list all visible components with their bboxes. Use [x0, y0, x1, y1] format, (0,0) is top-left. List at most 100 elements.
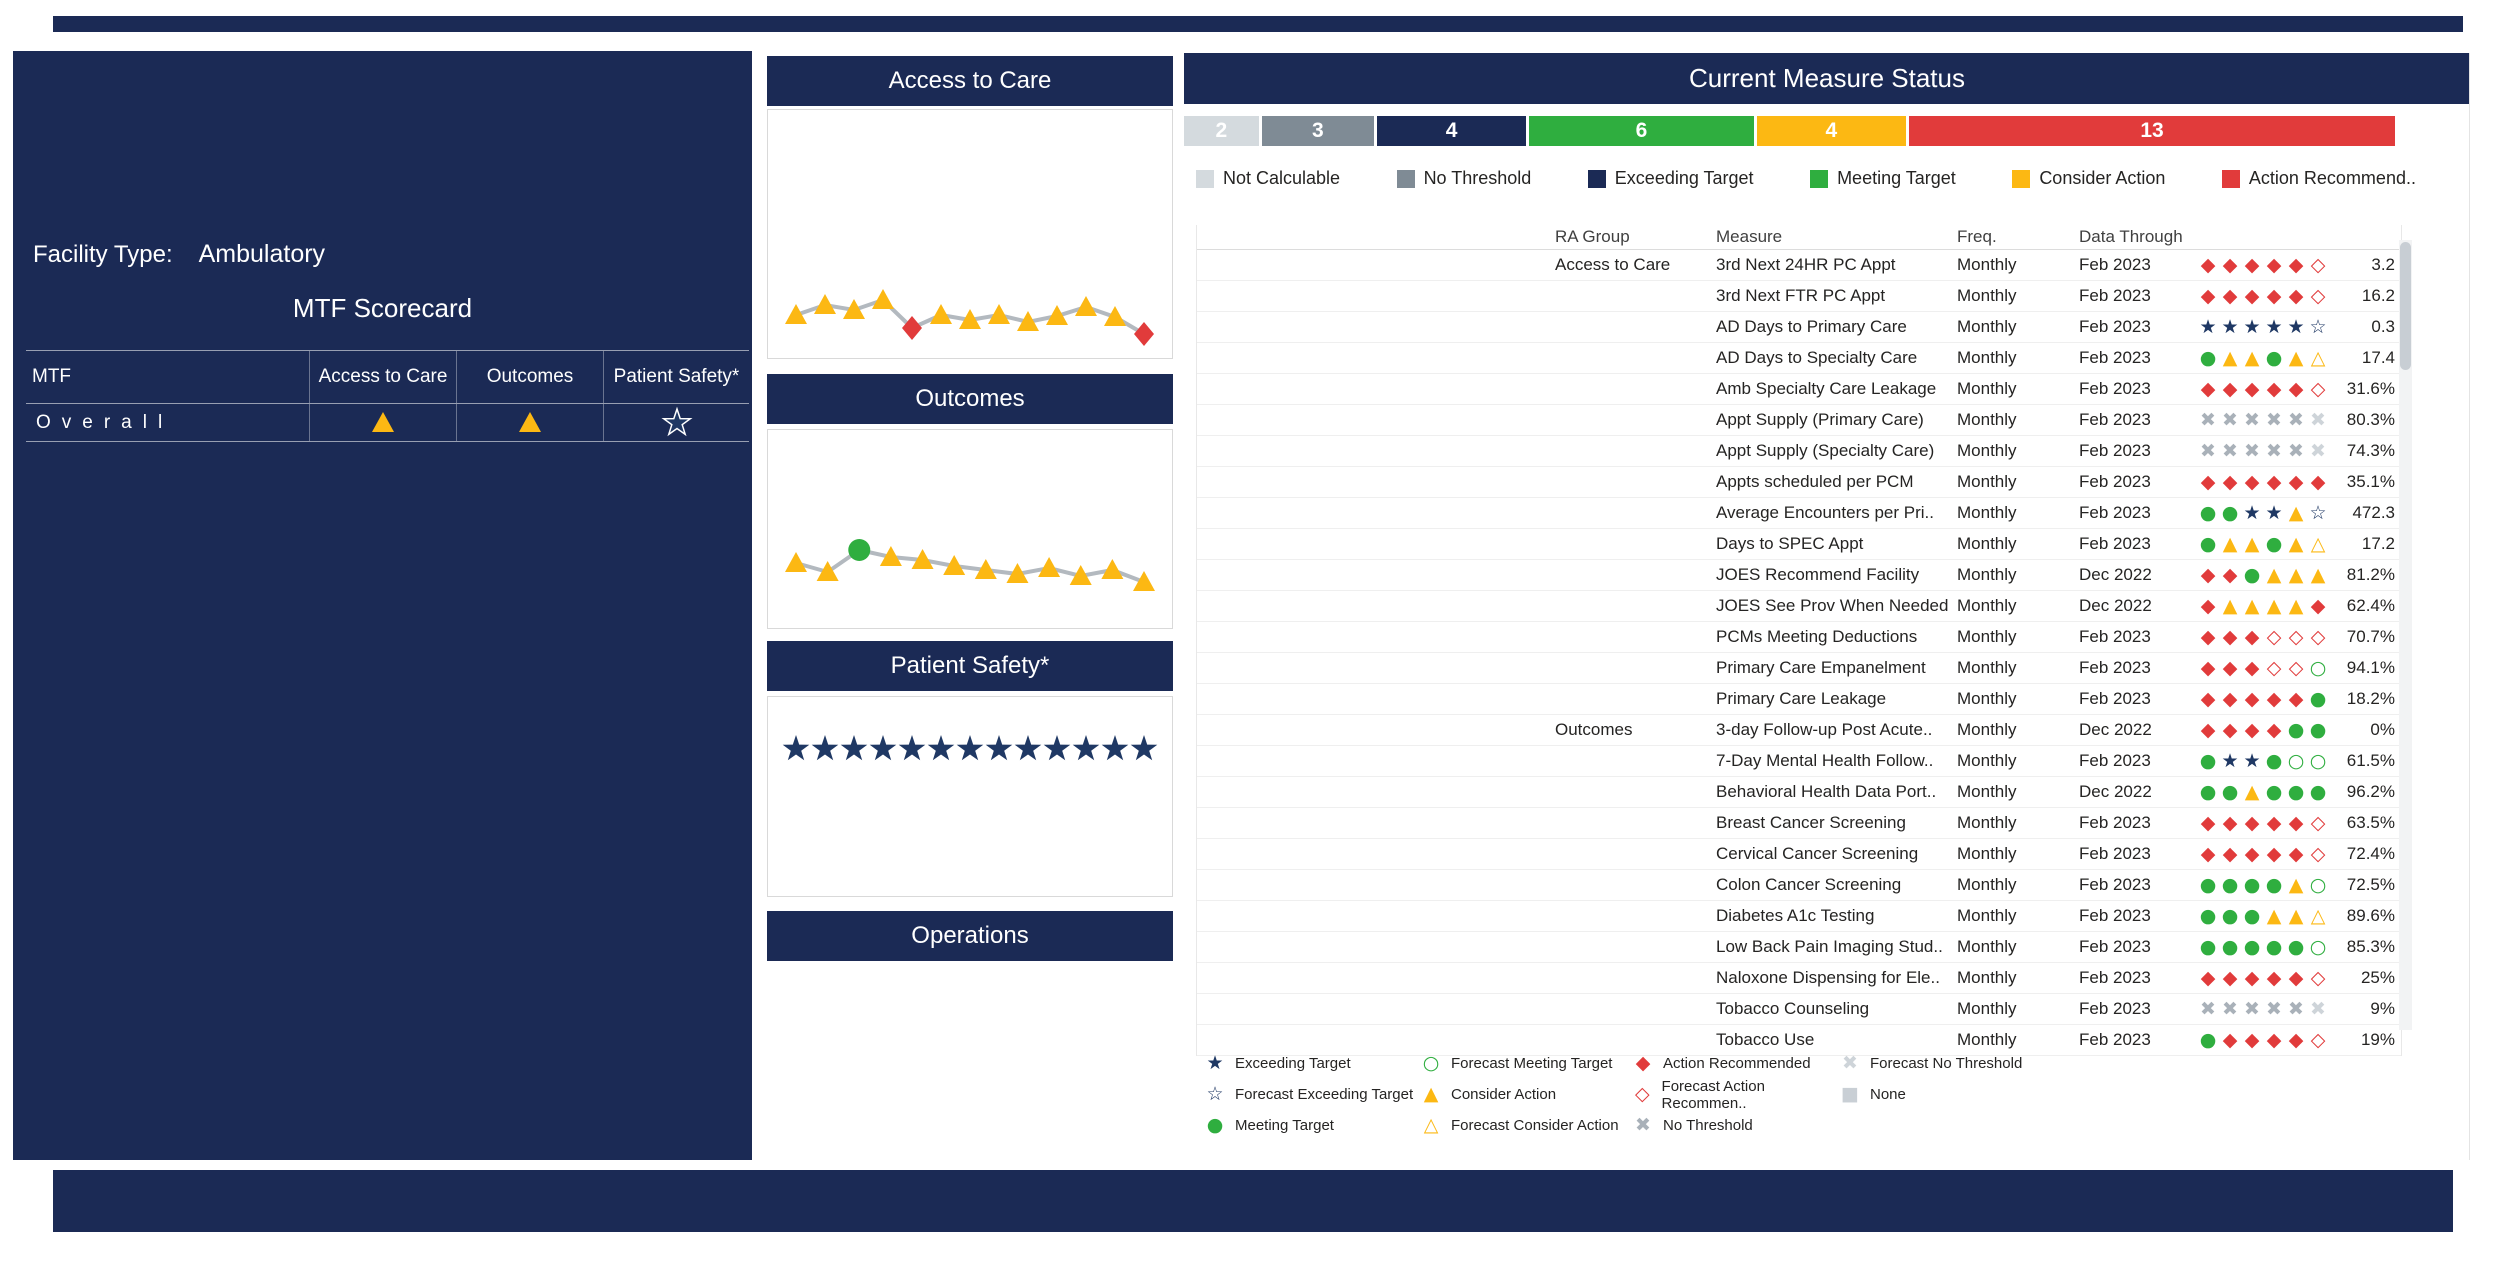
action-recommended-icon — [902, 316, 922, 340]
status-legend-item[interactable]: Meeting Target — [1810, 168, 1956, 189]
cell-freq: Monthly — [1957, 379, 2017, 398]
consider-action-icon — [1038, 557, 1061, 577]
cell-value: 16.2 — [2361, 286, 2395, 305]
icon-legend-item: ✖ No Threshold — [1633, 1110, 1840, 1141]
table-row[interactable]: Amb Specialty Care Leakage Monthly Feb 202… — [1197, 374, 2401, 405]
exceeding-target-icon — [1014, 735, 1042, 761]
table-row[interactable]: Tobacco Counseling Monthly Feb 2023 ✖ ✖ ✖ ✖ ✖ ✖ 9… — [1197, 994, 2401, 1025]
cell-value: 17.4 — [2361, 348, 2395, 367]
cell-value: 96.2% — [2346, 782, 2395, 801]
table-row[interactable]: Tobacco Use Monthly Feb 2023 ● ◆ ◆ ◆ ◆ ◇ 19% — [1197, 1025, 2401, 1056]
table-row[interactable]: Appt Supply (Primary Care) Monthly Feb 202… — [1197, 405, 2401, 436]
cell-ra-group: Outcomes — [1555, 720, 1633, 739]
table-row[interactable]: Appt Supply (Specialty Care) Monthly Feb 2… — [1197, 436, 2401, 467]
status-bar-segment-action-recommended[interactable]: 13 — [1909, 116, 2395, 146]
icon-legend-label: Forecast No Threshold — [1870, 1055, 2023, 1072]
icon-legend-item: ★ Exceeding Target — [1205, 1048, 1421, 1079]
forecast-meeting-target-icon: ○ — [1422, 1052, 1440, 1074]
forecast-meeting-target-icon: ○ — [2309, 658, 2327, 678]
action-recommended-icon: ◆ — [2288, 813, 2304, 833]
table-row[interactable]: Days to SPEC Appt Monthly Feb 2023 ● ▲ ▲ ● ▲ △ 17… — [1197, 529, 2401, 560]
no-threshold-icon: ✖ — [2288, 410, 2304, 430]
status-legend-item[interactable]: Exceeding Target — [1587, 168, 1754, 189]
table-row[interactable]: Access to Care 3rd Next 24HR PC Appt Month… — [1197, 250, 2401, 281]
consider-action-icon — [785, 552, 807, 572]
consider-action-icon — [1101, 559, 1124, 579]
table-row[interactable]: Low Back Pain Imaging Stud.. Monthly Feb 2… — [1197, 932, 2401, 963]
status-legend-item[interactable]: Not Calculable — [1196, 168, 1340, 189]
consider-action-icon — [911, 549, 934, 569]
table-row[interactable]: AD Days to Primary Care Monthly Feb 2023 ★ ★… — [1197, 312, 2401, 343]
table-row[interactable]: JOES See Prov When Needed Monthly Dec 2022… — [1197, 591, 2401, 622]
trend-charts-column: Access to Care Outcomes Patient Safety* … — [767, 0, 1173, 1266]
status-legend-item[interactable]: Action Recommend.. — [2221, 168, 2416, 189]
no-threshold-icon: ✖ — [2244, 410, 2260, 430]
table-row[interactable]: Colon Cancer Screening Monthly Feb 2023 ● ● ●… — [1197, 870, 2401, 901]
table-scrollbar[interactable] — [2399, 240, 2412, 1030]
legend-label: Not Calculable — [1223, 168, 1341, 188]
icon-legend-item: ☆ Forecast Exceeding Target — [1205, 1079, 1421, 1110]
consider-action-icon: ▲ — [2288, 565, 2304, 585]
status-bar-segment-not-calculable[interactable]: 2 — [1184, 116, 1259, 146]
cell-freq: Monthly — [1957, 968, 2017, 987]
facility-type-value[interactable]: Ambulatory — [198, 240, 326, 268]
cell-freq: Monthly — [1957, 534, 2017, 553]
meeting-target-icon: ● — [2265, 875, 2283, 895]
consider-action-icon — [843, 299, 865, 319]
action-recommended-icon: ◆ — [2200, 596, 2216, 616]
action-recommended-icon: ◆ — [2266, 1030, 2282, 1050]
consider-action-icon — [879, 546, 902, 566]
cell-measure: 7-Day Mental Health Follow.. — [1716, 751, 1934, 770]
status-bar-segment-exceeding-target[interactable]: 4 — [1376, 116, 1527, 146]
table-row[interactable]: Appts scheduled per PCM Monthly Feb 2023 ◆ ◆… — [1197, 467, 2401, 498]
exceeding-target-icon — [1101, 735, 1129, 761]
sparkline-access-to-care[interactable] — [767, 109, 1173, 359]
forecast-no-threshold-icon: ✖ — [1842, 1052, 1858, 1074]
consider-action-icon: ▲ — [2244, 348, 2260, 368]
table-row[interactable]: Diabetes A1c Testing Monthly Feb 2023 ● ● ● ▲ ▲… — [1197, 901, 2401, 932]
forecast-action-recommended-icon: ◇ — [1634, 1083, 1650, 1105]
action-recommended-icon: ◆ — [2288, 255, 2304, 275]
table-row[interactable]: 7-Day Mental Health Follow.. Monthly Feb 2… — [1197, 746, 2401, 777]
scorecard-table: MTF Access to Care Outcomes Patient Safe… — [26, 350, 749, 442]
table-row[interactable]: Primary Care Empanelment Monthly Feb 2023 ◆… — [1197, 653, 2401, 684]
legend-label: Consider Action — [2039, 168, 2166, 188]
scrollbar-thumb[interactable] — [2400, 242, 2411, 370]
table-row[interactable]: Breast Cancer Screening Monthly Feb 2023 ◆ ◆… — [1197, 808, 2401, 839]
legend-label: Action Recommend.. — [2248, 168, 2416, 188]
exceeding-target-icon: ★ — [2221, 751, 2239, 771]
table-row[interactable]: Behavioral Health Data Port.. Monthly Dec … — [1197, 777, 2401, 808]
cell-status-history: ◆ ▲ ▲ ▲ ▲ ◆ — [2197, 597, 2335, 616]
cell-data-through: Feb 2023 — [2079, 255, 2151, 274]
action-recommended-icon: ◆ — [2266, 968, 2282, 988]
meeting-target-icon: ● — [2199, 1030, 2217, 1050]
table-row[interactable]: JOES Recommend Facility Monthly Dec 2022 ◆ ◆… — [1197, 560, 2401, 591]
cell-data-through: Feb 2023 — [2079, 906, 2151, 925]
table-row[interactable]: Primary Care Leakage Monthly Feb 2023 ◆ ◆ ◆ ◆ ◆… — [1197, 684, 2401, 715]
sparkline-patient-safety[interactable] — [767, 696, 1173, 897]
table-row[interactable]: Naloxone Dispensing for Ele.. Monthly Feb … — [1197, 963, 2401, 994]
status-bar-segment-no-threshold[interactable]: 3 — [1261, 116, 1374, 146]
table-row[interactable]: Cervical Cancer Screening Monthly Feb 2023… — [1197, 839, 2401, 870]
status-bar-segment-consider-action[interactable]: 4 — [1756, 116, 1907, 146]
no-threshold-icon: ✖ — [2222, 999, 2238, 1019]
table-row[interactable]: Average Encounters per Pri.. Monthly Feb 2… — [1197, 498, 2401, 529]
table-row[interactable]: 3rd Next FTR PC Appt Monthly Feb 2023 ◆ ◆ ◆ ◆ ◆… — [1197, 281, 2401, 312]
action-recommended-icon: ◆ — [2222, 720, 2238, 740]
status-legend-item[interactable]: Consider Action — [2012, 168, 2165, 189]
sparkline-outcomes[interactable] — [767, 429, 1173, 629]
scorecard-overall-row[interactable]: Overall — [26, 404, 749, 442]
table-row[interactable]: Outcomes 3-day Follow-up Post Acute.. Mont… — [1197, 715, 2401, 746]
cell-data-through: Feb 2023 — [2079, 689, 2151, 708]
measure-table-rows: Access to Care 3rd Next 24HR PC Appt Month… — [1197, 250, 2401, 1056]
no-threshold-icon: ✖ — [2266, 441, 2282, 461]
forecast-action-recommended-icon: ◇ — [2310, 1030, 2326, 1050]
forecast-action-recommended-icon: ◇ — [2288, 627, 2304, 647]
cell-status-history: ◆ ◆ ◆ ◆ ◆ ◇ — [2197, 814, 2335, 833]
table-row[interactable]: PCMs Meeting Deductions Monthly Feb 2023 ◆ ◆… — [1197, 622, 2401, 653]
icon-legend-item: ● Meeting Target — [1205, 1110, 1421, 1141]
status-bar-segment-meeting-target[interactable]: 6 — [1529, 116, 1754, 146]
cell-measure: Amb Specialty Care Leakage — [1716, 379, 1937, 398]
status-legend-item[interactable]: No Threshold — [1396, 168, 1531, 189]
table-row[interactable]: AD Days to Specialty Care Monthly Feb 2023… — [1197, 343, 2401, 374]
